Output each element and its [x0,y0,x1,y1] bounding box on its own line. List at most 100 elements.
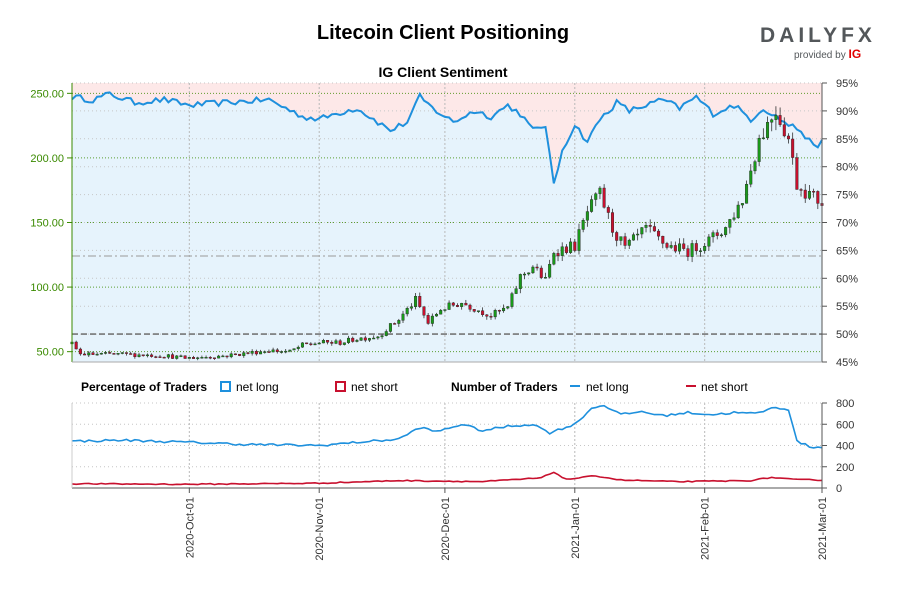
candle-body-20 [154,356,158,358]
candle-body-98 [481,310,485,316]
candle-body-127 [602,187,606,208]
candle-body-44 [254,351,258,355]
candle-body-128 [606,207,610,213]
candle-body-81 [409,306,413,309]
candle-body-92 [455,305,459,307]
candle-body-89 [443,309,447,311]
candle-body-169 [778,115,782,125]
candle-body-96 [472,309,476,312]
candle-body-145 [678,243,682,252]
candle-body-100 [489,316,493,318]
candle-body-57 [309,343,313,345]
legend: Percentage of Traders net long net short… [81,380,748,394]
candle-body-90 [447,302,451,310]
dailyfx-logo: DAILYFX provided by IG [760,24,872,61]
candle-body-136 [640,227,644,235]
candle-body-51 [284,350,288,353]
candle-body-121 [577,229,581,251]
candle-body-84 [422,306,426,316]
count-tick-label-2: 400 [836,441,854,453]
candle-body-111 [535,266,539,269]
candle-body-171 [786,135,790,140]
legend-num-short-label: net short [701,380,748,394]
candle-body-164 [757,138,761,162]
candle-body-47 [267,351,271,353]
candle-body-177 [812,190,816,193]
candle-body-42 [246,352,250,354]
ig-logo: IG [848,47,862,61]
candle-body-58 [313,343,317,346]
candle-body-34 [212,357,216,359]
candle-body-119 [569,241,573,253]
candle-body-148 [690,243,694,257]
candle-body-154 [715,232,719,236]
candle-body-102 [497,310,501,312]
candle-body-54 [296,346,300,349]
sentiment-tick-label-4: 65% [836,245,858,257]
date-tick-label-5: 2021-Mar-01 [817,497,829,560]
candle-body-30 [196,357,200,359]
candle-body-134 [631,234,635,241]
net-long-percentage-line [71,91,823,184]
legend-number-title: Number of Traders [451,380,558,394]
candle-body-10 [112,353,116,355]
candle-body-53 [292,348,296,351]
candle-body-115 [552,253,556,265]
candle-body-6 [95,353,99,356]
candle-body-149 [694,243,698,252]
candle-body-108 [523,273,527,276]
date-tick-label-3: 2021-Jan-01 [570,497,582,559]
bottom-panel-grid [72,402,823,489]
candle-body-153 [711,232,715,238]
trader-count-lines [71,404,823,486]
candle-body-66 [347,337,351,343]
candle-body-49 [275,349,279,352]
candle-body-109 [527,272,531,275]
sentiment-tick-label-0: 45% [836,357,858,369]
candle-body-91 [451,302,455,306]
candle-body-76 [388,323,392,332]
candle-body-37 [225,355,229,358]
candle-body-132 [623,236,627,246]
candle-body-110 [531,266,535,274]
logo-provided-text: provided by [794,50,846,61]
legend-pct-short-label: net short [351,380,398,394]
candle-body-104 [506,306,510,309]
candle-body-59 [317,342,321,345]
candle-body-116 [556,253,560,256]
candle-body-13 [124,352,128,354]
candle-body-158 [732,217,736,220]
candle-body-106 [514,288,518,294]
candle-body-95 [468,304,472,310]
candle-body-33 [208,357,212,359]
sentiment-tick-label-2: 55% [836,301,858,313]
candle-body-65 [342,342,346,345]
candle-body-152 [707,236,711,247]
candle-body-67 [351,337,355,342]
price-tick-label-3: 200.00 [30,153,64,165]
candle-body-117 [560,246,564,256]
candle-body-45 [259,351,263,355]
candle-body-151 [703,245,707,251]
candle-body-1 [74,341,78,350]
candle-body-31 [200,357,204,359]
candle-body-161 [745,183,749,204]
candle-body-125 [594,193,598,200]
candle-body-93 [460,302,464,307]
candle-body-48 [271,349,275,353]
candle-body-41 [242,352,246,356]
candle-body-144 [673,245,677,252]
count-tick-label-4: 800 [836,398,854,410]
candle-body-123 [585,211,589,221]
candle-body-74 [380,335,384,338]
candle-body-61 [326,340,330,343]
candle-body-70 [363,337,367,341]
candle-body-137 [644,225,648,228]
candle-body-133 [627,239,631,246]
candle-body-72 [372,337,376,340]
candle-body-4 [87,352,91,356]
candle-body-75 [384,331,388,336]
candle-body-107 [518,274,522,289]
date-tick-label-0: 2020-Oct-01 [184,497,196,558]
candle-body-9 [108,352,112,354]
